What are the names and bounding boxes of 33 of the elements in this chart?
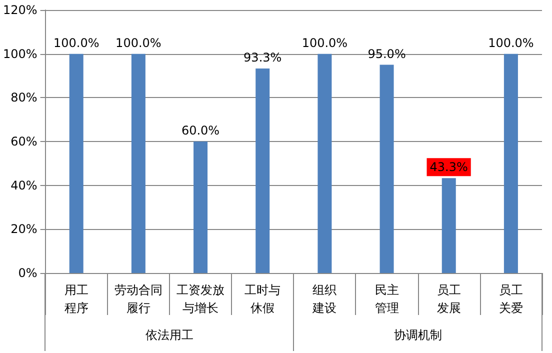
bar [380,64,394,273]
text: 协调机制 [394,328,442,342]
bar [318,54,332,273]
x-tick-label: 组织建设 [312,283,337,315]
bar [69,54,84,273]
x-tick-label: 员工关爱 [498,283,523,315]
data-label: 100.0% [488,36,534,50]
data-label: 100.0% [53,36,100,50]
y-tick-label: 40% [10,178,38,192]
y-tick-label: 20% [10,222,38,236]
y-tick-label: 100% [2,46,38,61]
x-tick-label: 工时与休假 [244,283,281,315]
x-tick-label: 工资发放与增长 [176,283,225,315]
y-tick-label: 60% [10,134,38,148]
x-tick-label: 民主管理 [374,283,399,315]
bar [442,178,456,273]
data-label: 100.0% [116,36,162,50]
data-label: 95.0% [368,46,406,61]
x-tick-label: 用工程序 [64,283,88,315]
x-tick-label: 劳动合同履行 [114,283,162,315]
annotation: 43.3% [430,160,468,174]
y-tick-label: 0% [18,266,38,280]
x-tick-label: 员工发展 [436,283,461,315]
bar [504,54,518,273]
text: 依法用工 [145,328,194,342]
y-tick-label: 80% [10,90,38,105]
data-label: 60.0% [181,124,220,138]
data-label: 93.3% [244,50,282,65]
data-label: 100.0% [302,36,348,50]
bar [256,68,270,273]
y-tick-label: 120% [2,3,38,17]
bar [131,54,146,273]
bar [194,142,208,273]
